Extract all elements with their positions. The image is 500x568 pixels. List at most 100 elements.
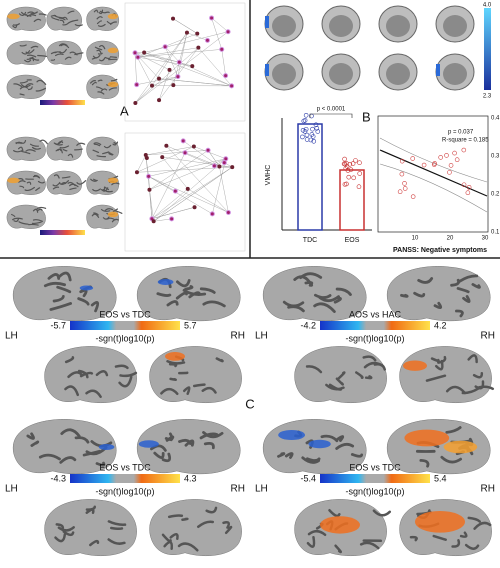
point (438, 155, 443, 160)
colorbar-label: 4.2 (434, 320, 447, 330)
sulcus (50, 58, 56, 61)
sulcus (445, 385, 467, 395)
bar (297, 123, 323, 231)
sulcus (372, 509, 392, 517)
brain-surface (387, 266, 491, 322)
colorbar (40, 100, 85, 105)
sulcus (21, 50, 31, 55)
sulcus (320, 434, 339, 443)
sulcus (169, 377, 177, 382)
point (350, 161, 356, 166)
sulcus (440, 455, 463, 464)
sulcus (433, 301, 443, 310)
sulcus (205, 506, 218, 514)
sulcus (26, 181, 32, 185)
node (134, 170, 139, 175)
sulcus (437, 355, 447, 364)
node (150, 83, 155, 88)
edge (153, 218, 172, 222)
point (313, 122, 319, 128)
edge (149, 150, 209, 190)
point (346, 174, 352, 180)
sulcus (362, 355, 377, 362)
sulcus (364, 375, 373, 380)
sulcus (89, 80, 97, 84)
sulcus (107, 217, 116, 221)
sulcus (90, 300, 100, 313)
sulcus (167, 514, 184, 519)
hemisphere-label: LH (255, 484, 268, 495)
panel-label: B (362, 109, 371, 124)
point (311, 139, 317, 144)
sulcus (313, 293, 332, 299)
sulcus (12, 24, 18, 29)
node (219, 46, 225, 52)
brain (294, 499, 392, 557)
sulcus (201, 386, 217, 394)
sulcus (30, 440, 40, 447)
brain-surface (149, 499, 242, 557)
brain (6, 170, 46, 195)
edge (144, 31, 229, 53)
sulcus (95, 86, 104, 90)
axis-title: PANSS: Negative symptoms (393, 247, 487, 254)
sulcus (30, 45, 39, 49)
sulcus (54, 53, 64, 57)
point (351, 175, 357, 181)
contrast-label: EOS vs TDC (99, 309, 151, 319)
p-value: p = 0.037 (448, 130, 474, 136)
sulcus (96, 16, 103, 20)
sulcus (93, 142, 102, 146)
sulcus (184, 285, 194, 291)
point (454, 157, 460, 162)
edge (144, 52, 232, 87)
brain (6, 40, 48, 65)
activation (98, 444, 115, 450)
y-tick-label: 0.2 (491, 192, 500, 198)
edge (153, 166, 233, 222)
sulcus (177, 542, 199, 552)
sulcus (163, 540, 174, 550)
sulcus (107, 520, 127, 526)
sulcus (12, 217, 23, 221)
node (167, 67, 172, 72)
x-tick-label: 10 (412, 236, 419, 242)
sulcus (153, 451, 165, 459)
node (146, 173, 152, 179)
sulcus (107, 538, 126, 545)
sulcus (19, 44, 27, 47)
edge (187, 188, 229, 213)
edge (137, 49, 222, 58)
activation (320, 516, 360, 534)
brain (149, 346, 242, 404)
node (171, 83, 176, 88)
sulcus (472, 371, 484, 379)
sulcus (93, 212, 99, 216)
sulcus (29, 57, 35, 62)
edge (211, 17, 222, 50)
sulcus (67, 371, 84, 379)
sulcus (98, 9, 104, 15)
sulcus (462, 295, 471, 304)
edge (148, 176, 213, 215)
sulcus (456, 287, 470, 294)
sulcus (197, 520, 214, 528)
brain (137, 419, 241, 475)
node (191, 144, 196, 149)
sulcus (184, 439, 195, 447)
point (421, 162, 427, 168)
sulcus (25, 83, 34, 87)
activation (79, 285, 94, 291)
bar (339, 169, 365, 231)
point (466, 185, 472, 190)
node (143, 153, 148, 158)
sulcus (355, 371, 364, 380)
sulcus (409, 535, 418, 542)
colorbar (320, 474, 430, 483)
colorbar-title: -sgn(t)log10(p) (345, 333, 404, 343)
sulcus (95, 370, 109, 377)
activation (138, 440, 159, 448)
sulcus (18, 221, 29, 225)
sulcus (24, 14, 32, 17)
